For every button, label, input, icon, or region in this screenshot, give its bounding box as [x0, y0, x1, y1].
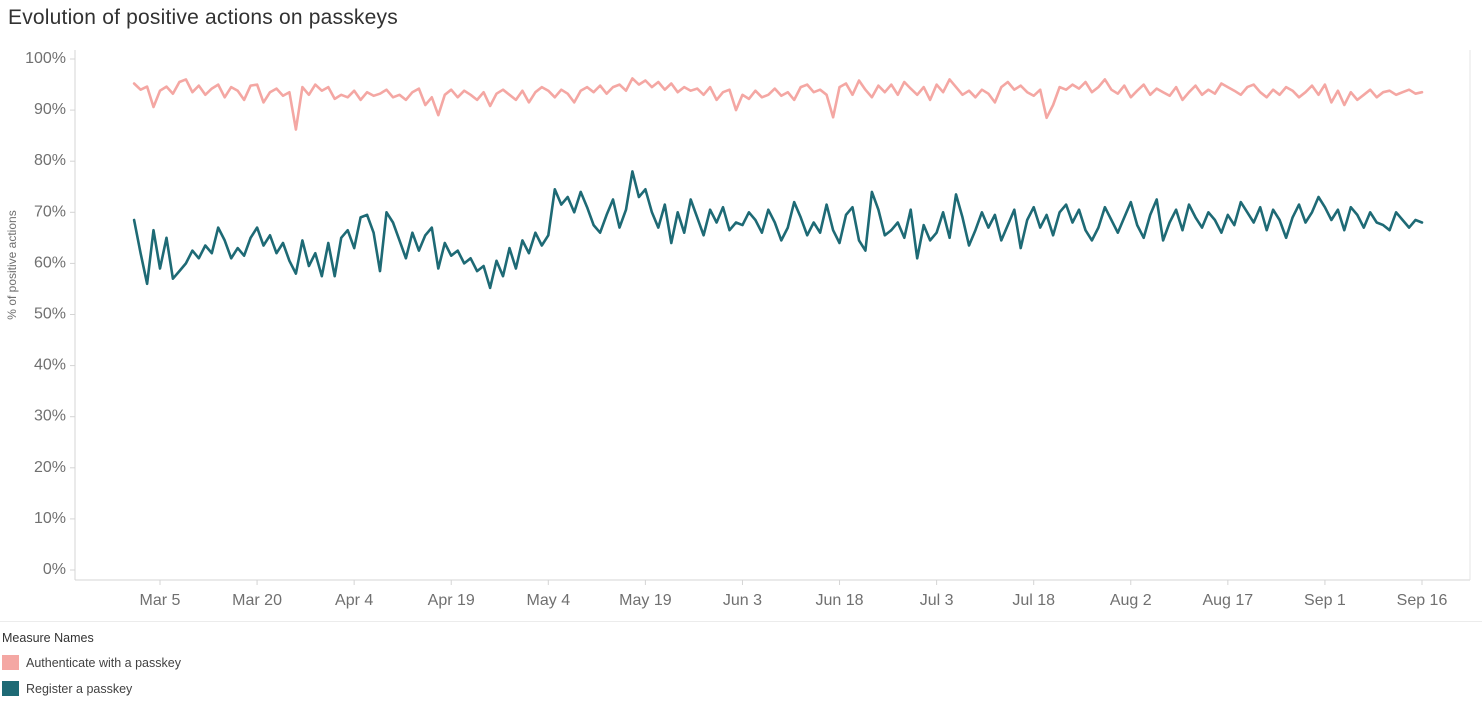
legend-item-register[interactable]: Register a passkey — [2, 681, 181, 696]
legend-item-authenticate[interactable]: Authenticate with a passkey — [2, 655, 181, 670]
svg-text:30%: 30% — [34, 408, 66, 425]
svg-text:80%: 80% — [34, 152, 66, 169]
svg-text:90%: 90% — [34, 101, 66, 118]
svg-text:Jun 18: Jun 18 — [816, 592, 864, 609]
svg-text:100%: 100% — [25, 50, 66, 67]
svg-text:Aug 17: Aug 17 — [1202, 592, 1253, 609]
svg-text:60%: 60% — [34, 254, 66, 271]
svg-text:Mar 20: Mar 20 — [232, 592, 282, 609]
svg-text:Apr 19: Apr 19 — [428, 592, 475, 609]
svg-text:Sep 1: Sep 1 — [1304, 592, 1346, 609]
line-chart-plot-area[interactable]: 0% 10% 20% 30% 40% 50% 60% 70% 80% 90% 100% Mar 5 Ma… — [0, 0, 1482, 620]
svg-text:10%: 10% — [34, 510, 66, 527]
svg-text:70%: 70% — [34, 203, 66, 220]
register-color-swatch-icon — [2, 681, 19, 696]
svg-text:Jul 3: Jul 3 — [920, 592, 954, 609]
svg-text:May 4: May 4 — [527, 592, 571, 609]
svg-text:% of positive actions: % of positive actions — [5, 210, 19, 319]
svg-text:Aug 2: Aug 2 — [1110, 592, 1152, 609]
svg-text:Sep 16: Sep 16 — [1397, 592, 1448, 609]
chart-title: Evolution of positive actions on passkey… — [8, 6, 398, 29]
legend: Measure Names Authenticate with a passke… — [2, 631, 181, 707]
legend-divider — [0, 621, 1482, 622]
authenticate-color-swatch-icon — [2, 655, 19, 670]
legend-item-label: Register a passkey — [26, 681, 133, 696]
svg-text:0%: 0% — [43, 561, 66, 578]
svg-text:50%: 50% — [34, 306, 66, 323]
svg-text:Jun 3: Jun 3 — [723, 592, 762, 609]
svg-text:40%: 40% — [34, 357, 66, 374]
svg-text:20%: 20% — [34, 459, 66, 476]
legend-title: Measure Names — [2, 631, 94, 645]
legend-item-label: Authenticate with a passkey — [26, 655, 181, 670]
svg-text:May 19: May 19 — [619, 592, 672, 609]
svg-text:Mar 5: Mar 5 — [140, 592, 181, 609]
svg-text:Apr 4: Apr 4 — [335, 592, 373, 609]
svg-text:Jul 18: Jul 18 — [1012, 592, 1055, 609]
